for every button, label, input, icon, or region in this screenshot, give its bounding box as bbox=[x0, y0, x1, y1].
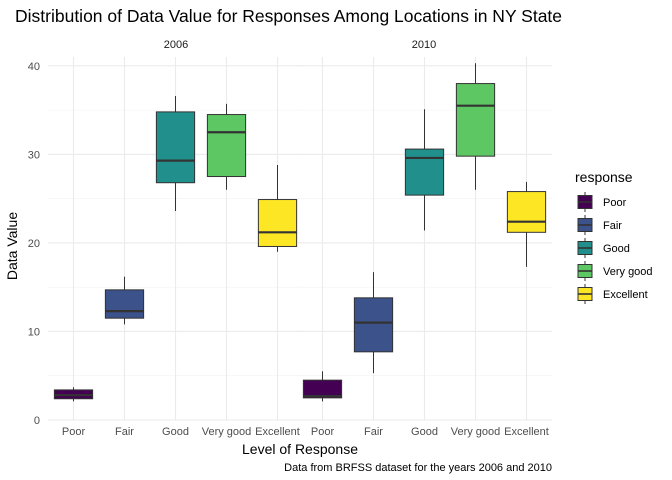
legend-item-poor: Poor bbox=[577, 192, 627, 212]
panel-2006: 2006 Poor Fair Good Very good Excellent bbox=[48, 39, 303, 438]
box-2010-good bbox=[404, 109, 445, 231]
box-2006-fair bbox=[104, 276, 145, 325]
x-axis-title: Level of Response bbox=[242, 441, 358, 457]
y-tick-label-40: 40 bbox=[28, 61, 40, 73]
x-tick-labels-2010: Poor Fair Good Very good Excellent bbox=[311, 426, 549, 438]
x-tick-label-fair: Fair bbox=[364, 426, 383, 438]
y-tick-label-10: 10 bbox=[28, 326, 40, 338]
x-tick-labels-2006: Poor Fair Good Very good Excellent bbox=[62, 426, 300, 438]
legend-label: Excellent bbox=[603, 289, 648, 301]
legend-title: response bbox=[575, 169, 633, 185]
box-iqr bbox=[104, 289, 145, 319]
legend-label: Very good bbox=[603, 266, 653, 278]
box-iqr bbox=[302, 379, 343, 399]
box-2010-poor bbox=[302, 371, 343, 402]
legend-label: Fair bbox=[603, 220, 622, 232]
legend-label: Good bbox=[603, 243, 630, 255]
box-2006-poor bbox=[53, 387, 94, 402]
x-tick-label-very-good: Very good bbox=[202, 426, 252, 438]
box-iqr bbox=[506, 191, 547, 233]
box-2006-very-good bbox=[206, 103, 247, 190]
x-tick-label-poor: Poor bbox=[62, 426, 86, 438]
box-2010-excellent bbox=[506, 181, 547, 267]
y-tick-label-0: 0 bbox=[34, 415, 40, 427]
x-tick-label-very-good: Very good bbox=[451, 426, 501, 438]
y-axis-title: Data Value bbox=[4, 212, 20, 280]
x-tick-label-poor: Poor bbox=[311, 426, 335, 438]
x-tick-label-good: Good bbox=[162, 426, 189, 438]
y-tick-labels: 0 10 20 30 40 bbox=[28, 61, 40, 427]
box-2010-fair bbox=[353, 272, 394, 374]
legend: response Poor Fair Good Very good Excellent bbox=[575, 169, 653, 304]
panel-2010: 2010 Poor Fair Good Very good Excellent bbox=[297, 39, 552, 438]
caption: Data from BRFSS dataset for the years 20… bbox=[284, 462, 552, 474]
legend-item-fair: Fair bbox=[577, 215, 622, 235]
legend-items: Poor Fair Good Very good Excellent bbox=[577, 192, 653, 304]
legend-item-good: Good bbox=[577, 238, 630, 258]
box-iqr bbox=[455, 83, 496, 157]
y-tick-label-20: 20 bbox=[28, 238, 40, 250]
box-iqr bbox=[404, 148, 445, 196]
panel-label-2006: 2006 bbox=[164, 39, 188, 51]
chart-title: Distribution of Data Value for Responses… bbox=[15, 6, 562, 26]
legend-item-excellent: Excellent bbox=[577, 284, 648, 304]
y-tick-label-30: 30 bbox=[28, 149, 40, 161]
x-tick-label-excellent: Excellent bbox=[504, 426, 549, 438]
x-tick-label-excellent: Excellent bbox=[255, 426, 300, 438]
panel-boxes-2006 bbox=[53, 95, 298, 402]
box-2010-very-good bbox=[455, 63, 496, 190]
box-iqr bbox=[353, 297, 394, 353]
box-iqr bbox=[206, 114, 247, 178]
box-iqr bbox=[155, 111, 196, 184]
panel-label-2010: 2010 bbox=[412, 39, 436, 51]
box-iqr bbox=[257, 199, 298, 247]
legend-item-very-good: Very good bbox=[577, 261, 653, 281]
x-tick-label-good: Good bbox=[411, 426, 438, 438]
x-tick-label-fair: Fair bbox=[115, 426, 134, 438]
box-2006-excellent bbox=[257, 165, 298, 252]
legend-label: Poor bbox=[603, 197, 627, 209]
panel-boxes-2010 bbox=[302, 63, 547, 402]
box-2006-good bbox=[155, 95, 196, 212]
